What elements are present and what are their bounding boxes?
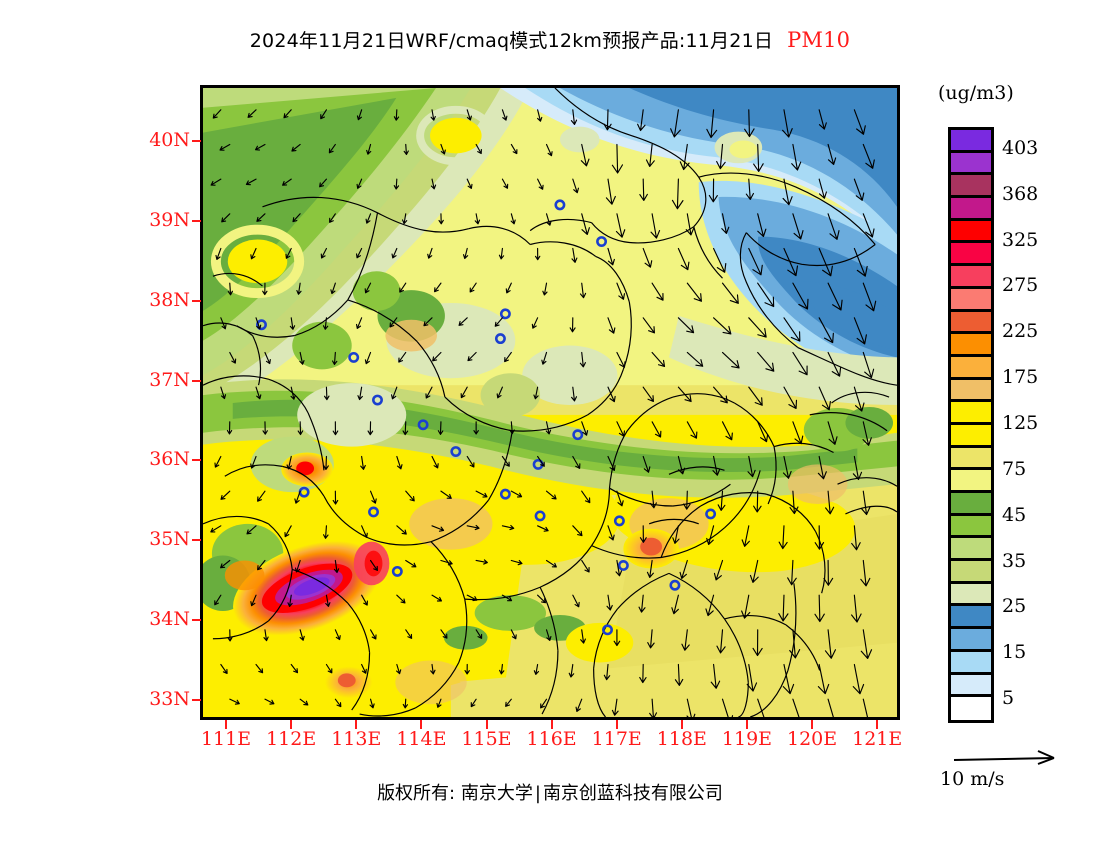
lat-tick-label-40N: 40N	[120, 129, 190, 151]
colorbar-label-325: 325	[1002, 229, 1038, 251]
wind-arrow-icon	[950, 748, 1070, 770]
lon-tick-label-119E: 119E	[712, 728, 782, 750]
colorbar-cell-5	[951, 243, 991, 266]
colorbar-label-15: 15	[1002, 641, 1026, 663]
lon-tick-label-112E: 112E	[256, 728, 326, 750]
lon-tick-113E	[355, 720, 357, 729]
lon-tick-114E	[420, 720, 422, 729]
lon-tick-label-118E: 118E	[647, 728, 717, 750]
lon-tick-119E	[746, 720, 748, 729]
colorbar-cell-22	[951, 629, 991, 652]
colorbar-cell-18	[951, 538, 991, 561]
lon-tick-label-113E: 113E	[321, 728, 391, 750]
colorbar-cell-14	[951, 448, 991, 471]
colorbar-cell-15	[951, 470, 991, 493]
lat-tick-label-33N: 33N	[120, 688, 190, 710]
lat-tick-39N	[192, 220, 201, 222]
lon-tick-label-117E: 117E	[582, 728, 652, 750]
lon-tick-117E	[616, 720, 618, 729]
lat-tick-label-37N: 37N	[120, 369, 190, 391]
pm10-contour-map	[203, 88, 897, 717]
colorbar-cell-4	[951, 221, 991, 244]
lat-tick-label-34N: 34N	[120, 608, 190, 630]
lat-tick-36N	[192, 459, 201, 461]
lon-tick-121E	[876, 720, 878, 729]
colorbar-label-45: 45	[1002, 504, 1026, 526]
colorbar-cell-17	[951, 516, 991, 539]
colorbar-cell-0	[951, 130, 991, 153]
lat-tick-label-39N: 39N	[120, 209, 190, 231]
lat-tick-37N	[192, 380, 201, 382]
lat-tick-33N	[192, 699, 201, 701]
colorbar-label-125: 125	[1002, 412, 1038, 434]
lon-tick-112E	[290, 720, 292, 729]
colorbar-label-175: 175	[1002, 366, 1038, 388]
lat-tick-35N	[192, 539, 201, 541]
colorbar-cell-1	[951, 153, 991, 176]
colorbar-cell-8	[951, 312, 991, 335]
colorbar-label-25: 25	[1002, 595, 1026, 617]
colorbar-cell-3	[951, 198, 991, 221]
colorbar-label-35: 35	[1002, 550, 1026, 572]
lon-tick-label-116E: 116E	[517, 728, 587, 750]
colorbar-cell-2	[951, 175, 991, 198]
lat-tick-38N	[192, 300, 201, 302]
colorbar-cell-9	[951, 334, 991, 357]
colorbar-cell-20	[951, 584, 991, 607]
lon-tick-116E	[551, 720, 553, 729]
lat-tick-label-35N: 35N	[120, 528, 190, 550]
colorbar-cell-11	[951, 380, 991, 403]
footer-separator: |	[535, 783, 541, 804]
title-date-model: 2024年11月21日WRF/cmaq模式12km预报产品:11月21日	[250, 30, 773, 52]
lon-tick-label-115E: 115E	[452, 728, 522, 750]
lon-tick-111E	[225, 720, 227, 729]
title-species: PM10	[787, 28, 850, 52]
colorbar-label-5: 5	[1002, 687, 1014, 709]
lat-tick-40N	[192, 140, 201, 142]
lon-tick-label-121E: 121E	[842, 728, 912, 750]
map-plot-area[interactable]	[200, 85, 900, 720]
colorbar-label-75: 75	[1002, 458, 1026, 480]
colorbar-cell-10	[951, 357, 991, 380]
colorbar-label-225: 225	[1002, 320, 1038, 342]
colorbar-label-275: 275	[1002, 274, 1038, 296]
lon-tick-label-114E: 114E	[386, 728, 456, 750]
colorbar-cell-21	[951, 606, 991, 629]
colorbar-label-403: 403	[1002, 137, 1038, 159]
colorbar-unit-label: (ug/m3)	[938, 82, 1014, 104]
lat-tick-label-36N: 36N	[120, 448, 190, 470]
colorbar-cell-25	[951, 697, 991, 720]
lat-tick-34N	[192, 619, 201, 621]
colorbar-cell-7	[951, 289, 991, 312]
lon-tick-115E	[486, 720, 488, 729]
page-title: 2024年11月21日WRF/cmaq模式12km预报产品:11月21日 PM10	[0, 26, 1100, 53]
lat-tick-label-38N: 38N	[120, 289, 190, 311]
colorbar-cell-6	[951, 266, 991, 289]
colorbar-cell-16	[951, 493, 991, 516]
footer-company: 南京创蓝科技有限公司	[543, 783, 723, 804]
lon-tick-120E	[811, 720, 813, 729]
lon-tick-label-111E: 111E	[191, 728, 261, 750]
colorbar-cell-23	[951, 652, 991, 675]
footer-owner: 版权所有: 南京大学	[377, 783, 533, 804]
lon-tick-118E	[681, 720, 683, 729]
copyright-footer: 版权所有: 南京大学 | 南京创蓝科技有限公司	[0, 779, 1100, 805]
lon-tick-label-120E: 120E	[777, 728, 847, 750]
colorbar-cell-12	[951, 402, 991, 425]
colorbar-cell-24	[951, 675, 991, 698]
colorbar-label-368: 368	[1002, 183, 1038, 205]
colorbar-cell-19	[951, 561, 991, 584]
colorbar-cell-13	[951, 425, 991, 448]
colorbar[interactable]	[948, 127, 994, 723]
